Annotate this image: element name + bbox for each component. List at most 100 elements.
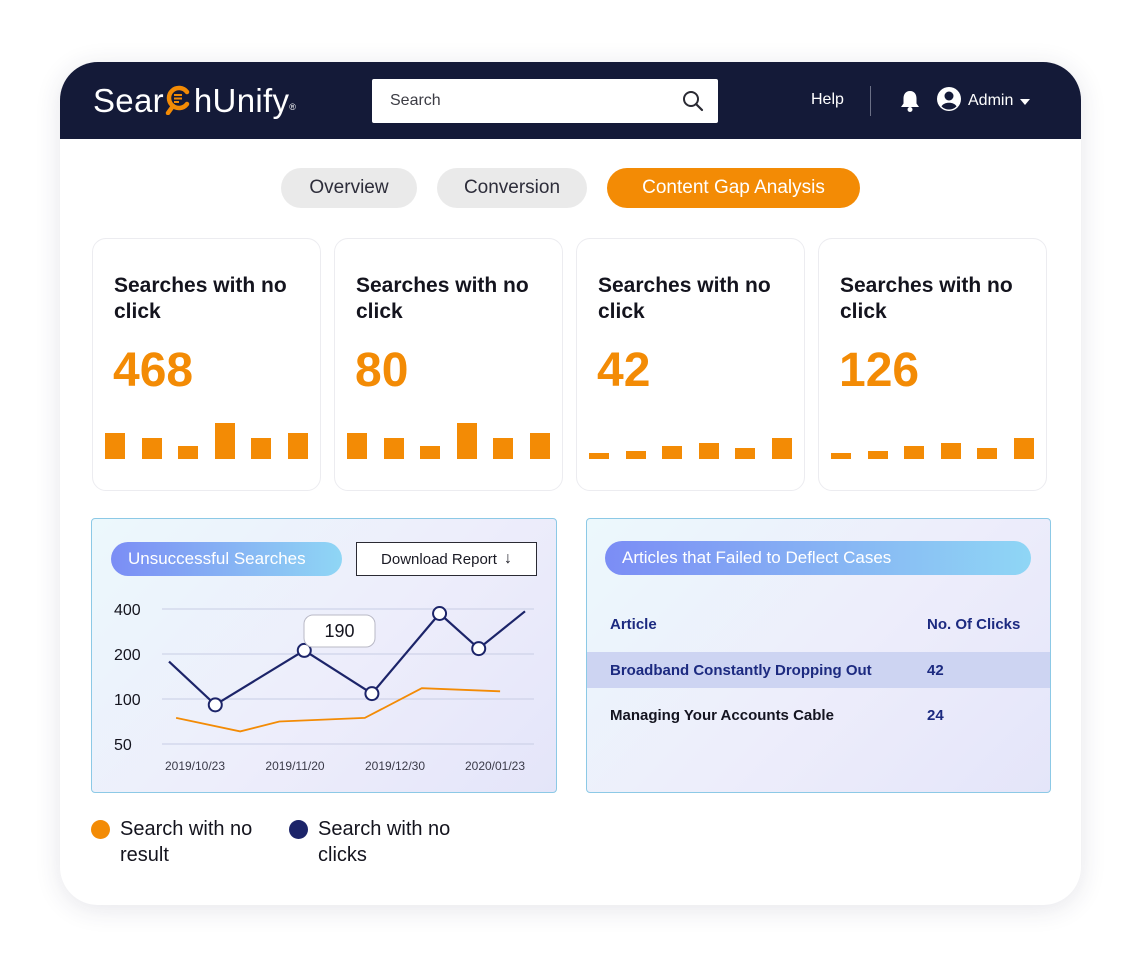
user-menu[interactable]: Admin <box>936 86 1031 117</box>
metric-value: 468 <box>113 344 194 397</box>
spark-bar <box>287 433 308 459</box>
spark-bar <box>904 446 924 459</box>
registered-mark: ® <box>289 102 297 112</box>
metric-title: Searches with no click <box>114 274 287 323</box>
metric-card: Searches with no click 80 <box>334 238 563 491</box>
brand-name-end: hUnify <box>193 82 290 119</box>
spark-bar <box>141 438 162 459</box>
spark-bar <box>771 438 792 459</box>
column-article: Article <box>610 616 657 633</box>
brand-logo[interactable]: Sear hUnify® <box>93 80 296 122</box>
tab-bar: Overview Conversion Content Gap Analysis <box>60 168 1081 208</box>
metric-card: Searches with no click 126 <box>818 238 1047 491</box>
sparkline-bars <box>105 417 310 459</box>
x-tick-label: 2019/10/23 <box>165 759 225 773</box>
dashboard-window: Sear hUnify® Help <box>60 62 1081 905</box>
user-name: Admin <box>968 92 1014 109</box>
user-circle-icon <box>936 86 962 117</box>
y-tick-label: 400 <box>114 602 141 619</box>
y-tick-label: 50 <box>114 737 132 754</box>
metric-card: Searches with no click 468 <box>92 238 321 491</box>
spark-bar <box>589 453 609 459</box>
table-row[interactable]: Broadband Constantly Dropping Out 42 <box>587 652 1050 688</box>
spark-bar <box>420 446 440 459</box>
search-box <box>372 79 718 123</box>
brand-name-start: Sear <box>93 82 164 119</box>
article-title: Broadband Constantly Dropping Out <box>610 661 872 679</box>
legend-dot-navy <box>289 820 308 839</box>
tab-conversion[interactable]: Conversion <box>437 168 587 208</box>
tab-overview[interactable]: Overview <box>281 168 417 208</box>
tab-content-gap-analysis[interactable]: Content Gap Analysis <box>607 168 860 208</box>
arrow-down-icon: ↓ <box>503 550 512 567</box>
help-link[interactable]: Help <box>811 91 844 108</box>
y-tick-label: 100 <box>114 692 141 709</box>
caret-down-icon <box>1020 92 1031 110</box>
spark-bar <box>178 446 198 459</box>
metric-card: Searches with no click 42 <box>576 238 805 491</box>
series-line <box>175 687 501 733</box>
x-tick-label: 2019/12/30 <box>365 759 425 773</box>
unsuccessful-searches-chart: 400 200 100 50 2019/10/23 2019/11/20 2019/12/3… <box>114 602 534 773</box>
spark-bar <box>735 448 755 459</box>
download-report-button[interactable]: Download Report ↓ <box>356 542 537 576</box>
table-header: Article No. Of Clicks <box>587 616 1050 636</box>
spark-bar <box>831 453 851 459</box>
search-input[interactable] <box>390 79 670 123</box>
legend-item: Search with no result <box>91 816 260 872</box>
x-tick-label: 2020/01/23 <box>465 759 525 773</box>
data-point-marker <box>471 641 487 657</box>
data-point-marker <box>432 606 448 621</box>
article-title: Managing Your Accounts Cable <box>610 706 834 724</box>
spark-bar <box>1013 438 1034 459</box>
spark-bar <box>214 423 235 459</box>
spark-bar <box>625 451 646 459</box>
metric-value: 80 <box>355 344 409 397</box>
metric-title: Searches with no click <box>840 274 1013 323</box>
spark-bar <box>940 443 961 459</box>
spark-bar <box>698 443 719 459</box>
search-icon[interactable] <box>682 90 704 112</box>
table-row[interactable]: Managing Your Accounts Cable 24 <box>587 697 1050 733</box>
spark-bar <box>493 438 513 459</box>
spark-bar <box>529 433 550 459</box>
metric-title: Searches with no click <box>356 274 529 323</box>
legend-dot-orange <box>91 820 110 839</box>
legend-item: Search with no clicks <box>289 816 458 872</box>
metric-title: Searches with no click <box>598 274 771 323</box>
unsuccessful-searches-panel: Unsuccessful Searches Download Report ↓ … <box>91 518 557 793</box>
download-report-label: Download Report <box>381 550 497 568</box>
spark-bar <box>977 448 997 459</box>
tooltip-value: 190 <box>324 621 354 641</box>
spark-bar <box>662 446 682 459</box>
bell-icon[interactable] <box>899 89 921 113</box>
failed-articles-title: Articles that Failed to Deflect Cases <box>605 541 1031 575</box>
metric-value: 42 <box>597 344 651 397</box>
metric-value: 126 <box>839 344 920 397</box>
spark-bar <box>867 451 888 459</box>
sparkline-bars <box>347 417 552 459</box>
article-clicks: 42 <box>927 661 944 679</box>
spark-bar <box>251 438 271 459</box>
article-clicks: 24 <box>927 706 944 724</box>
magnifier-c-icon <box>165 83 193 116</box>
top-navbar: Sear hUnify® Help <box>60 62 1081 139</box>
navbar-divider <box>870 86 871 116</box>
data-point-marker <box>296 642 312 658</box>
sparkline-bars <box>589 417 794 459</box>
sparkline-bars <box>831 417 1036 459</box>
y-tick-label: 200 <box>114 647 141 664</box>
value-tooltip <box>303 614 376 648</box>
column-clicks: No. Of Clicks <box>927 616 1021 633</box>
spark-bar <box>347 433 367 459</box>
legend-label: Search with no result <box>120 818 253 866</box>
spark-bar <box>105 433 125 459</box>
x-tick-label: 2019/11/20 <box>265 759 324 773</box>
legend-label: Search with no clicks <box>318 818 451 866</box>
spark-bar <box>383 438 404 459</box>
data-point-marker <box>364 686 380 702</box>
unsuccessful-searches-title: Unsuccessful Searches <box>111 542 342 576</box>
data-point-marker <box>207 697 223 713</box>
spark-bar <box>456 423 477 459</box>
failed-articles-panel: Articles that Failed to Deflect Cases Ar… <box>586 518 1051 793</box>
